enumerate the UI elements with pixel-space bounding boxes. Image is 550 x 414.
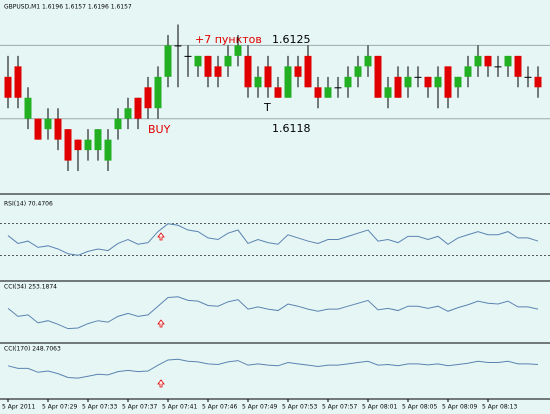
candle-body (424, 76, 432, 88)
candle-body (4, 76, 12, 98)
x-tick-label: 5 Apr 07:33 (82, 404, 117, 411)
candle-body (304, 55, 312, 88)
panel-title: CCI(170) 248.7063 (4, 346, 61, 353)
candle-body (294, 66, 302, 77)
candle-body (274, 87, 282, 98)
indicator-line (7, 223, 539, 256)
candle-body (124, 108, 132, 119)
candle-body (204, 55, 212, 77)
annotation: +7 пунктов (195, 33, 262, 46)
indicator-line (7, 296, 539, 330)
panel-title: RSI(14) 70.4706 (4, 201, 53, 208)
candle-body (174, 45, 182, 47)
candle-body (394, 76, 402, 98)
candle-body (284, 66, 292, 98)
price-label: 1.6125 (272, 33, 311, 46)
candle-body (224, 55, 232, 67)
candle-body (514, 55, 522, 77)
candle-body (54, 118, 62, 140)
x-tick-label: 5 Apr 07:53 (282, 404, 317, 411)
candle-body (364, 55, 372, 67)
price-label: 1.6118 (272, 122, 311, 135)
x-tick-label: 5 Apr 07:41 (162, 404, 197, 411)
x-tick-label: 5 Apr 07:57 (322, 404, 357, 411)
candle-body (24, 97, 32, 119)
x-tick-label: 5 Apr 08:09 (442, 404, 477, 411)
candle-body (494, 66, 502, 68)
candle-body (354, 66, 362, 77)
candle-body (324, 87, 332, 98)
candle-body (84, 139, 92, 151)
x-tick-label: 5 Apr 07:49 (242, 404, 277, 411)
candle-body (154, 76, 162, 109)
x-tick-label: 5 Apr 08:13 (482, 404, 517, 411)
candle-body (384, 87, 392, 98)
candle-body (434, 76, 442, 88)
candle-body (484, 55, 492, 67)
candle-body (254, 76, 262, 88)
candle-body (14, 66, 22, 98)
arrow (157, 319, 165, 328)
candle-body (34, 118, 42, 140)
x-tick-label: 5 Apr 07:46 (202, 404, 237, 411)
candle-body (114, 118, 122, 130)
candle-body (464, 66, 472, 77)
candle-body (444, 66, 452, 98)
candle-body (104, 139, 112, 161)
annotation: T (263, 101, 271, 114)
candle-body (144, 87, 152, 109)
candle-body (134, 97, 142, 119)
chart-title: GBPUSD,M1 1.6196 1.6157 1.6196 1.6157 (4, 4, 132, 11)
candle-body (344, 76, 352, 88)
arrow (157, 379, 165, 388)
indicator-line (7, 358, 539, 379)
annotation: BUY (148, 123, 171, 136)
x-tick-label: 5 Apr 08:01 (362, 404, 397, 411)
candle-body (524, 76, 532, 78)
candle-body (404, 76, 412, 88)
candle-body (94, 129, 102, 151)
candle-body (474, 55, 482, 67)
candle-body (374, 55, 382, 98)
candle-body (314, 87, 322, 98)
candle-body (504, 55, 512, 67)
candle-body (234, 45, 242, 56)
candle-body (334, 87, 342, 89)
signal-arrows (157, 232, 165, 388)
candle-body (44, 118, 52, 130)
panel-title: CCI(34) 253.1874 (4, 284, 57, 291)
candle-body (184, 55, 192, 57)
candle-body (164, 45, 172, 77)
x-tick-label: 5 Apr 08:05 (402, 404, 437, 411)
candle-body (534, 76, 542, 88)
x-tick-label: 5 Apr 07:29 (42, 404, 77, 411)
candle-body (264, 66, 272, 88)
candle-body (244, 55, 252, 88)
arrow (157, 232, 165, 241)
candle-body (214, 66, 222, 77)
x-tick-label: 5 Apr 2011 (2, 404, 35, 411)
x-tick-label: 5 Apr 07:37 (122, 404, 157, 411)
candle-body (64, 129, 72, 161)
candle-body (194, 55, 202, 67)
candle-body (414, 76, 422, 78)
candle-body (454, 76, 462, 88)
candle-body (74, 139, 82, 151)
